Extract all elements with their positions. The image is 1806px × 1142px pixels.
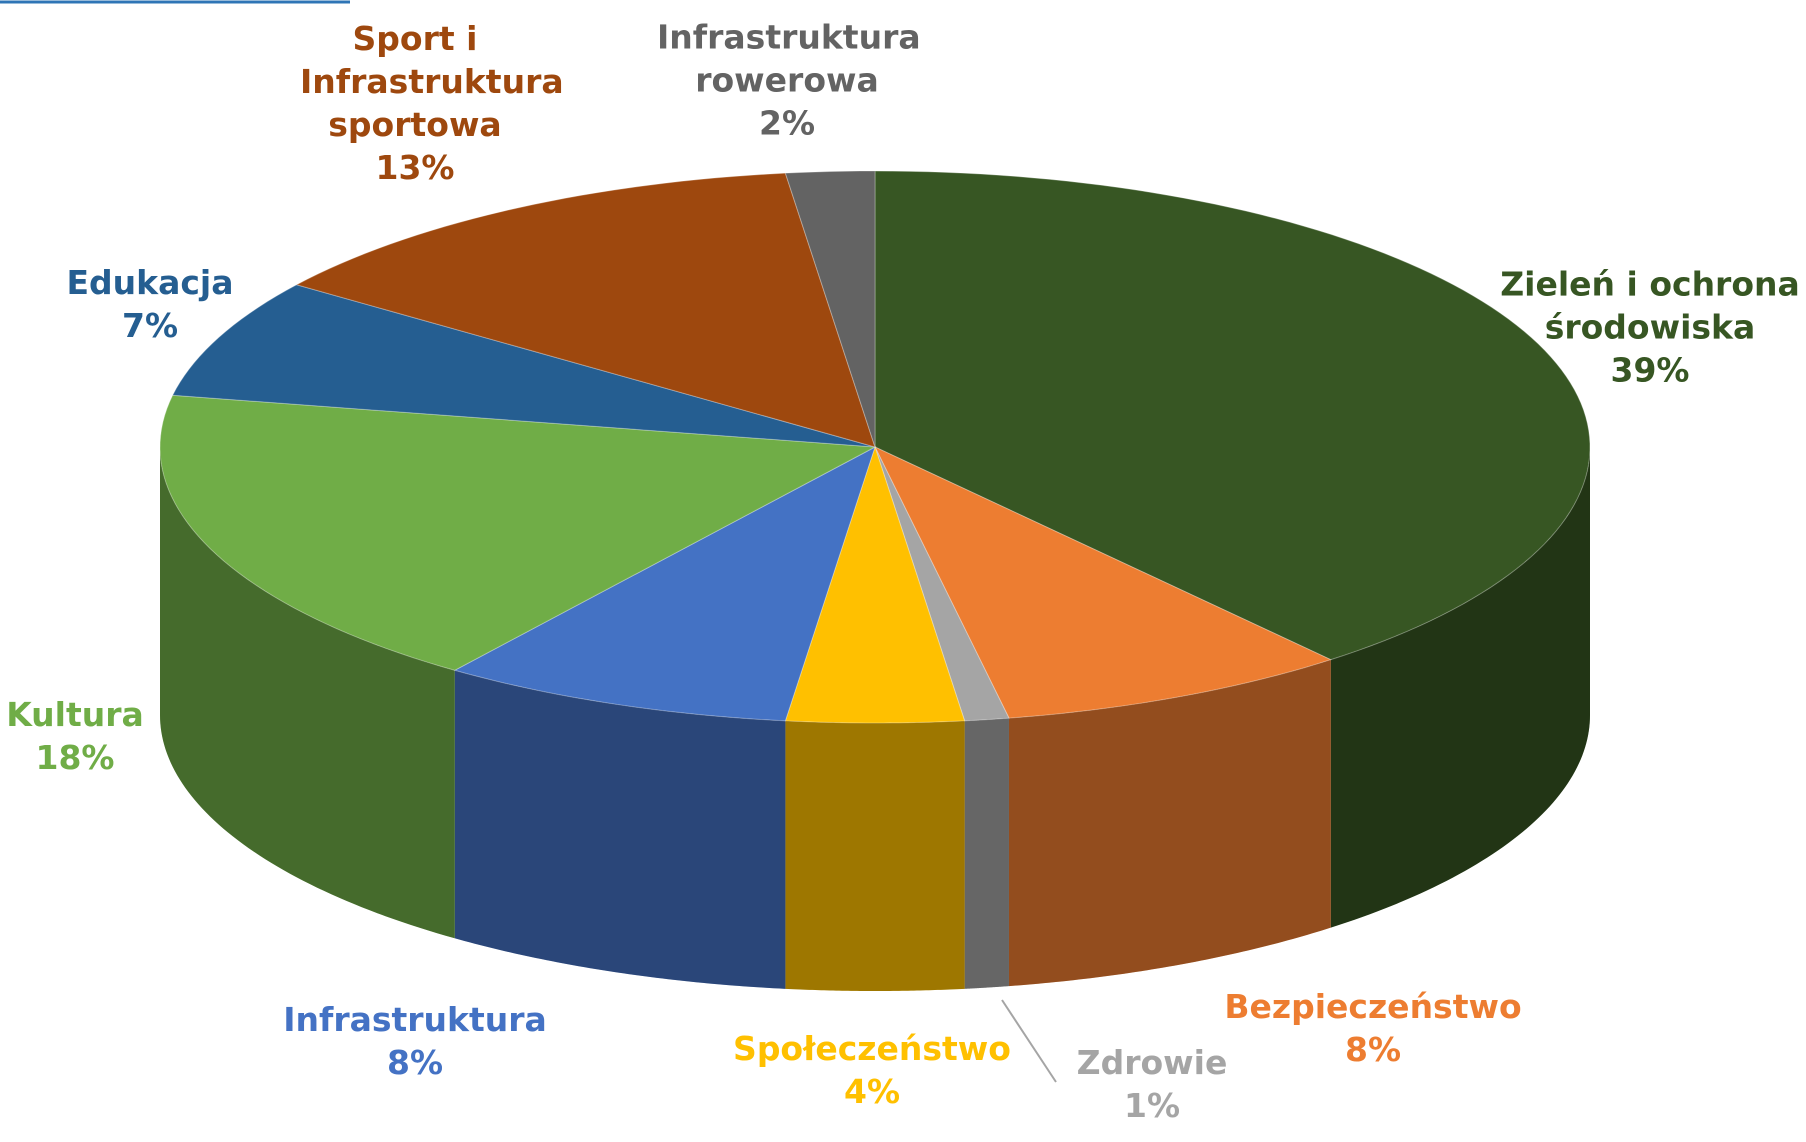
label-name: Zieleń i ochrona środowiska — [1500, 264, 1800, 347]
label-name: Infrastruktura rowerowa — [657, 17, 921, 100]
label-value: 1% — [1123, 1086, 1181, 1125]
slice — [784, 170, 876, 448]
slice — [784, 445, 966, 724]
slice — [874, 170, 1591, 661]
label-value: 8% — [1344, 1030, 1402, 1069]
slice-label: Infrastruktura 8% — [265, 999, 565, 1085]
slice — [159, 394, 877, 671]
label-value: 39% — [1610, 350, 1690, 390]
label-name: Sport i Infrastruktura sportowa — [300, 19, 564, 144]
slice-side-shade — [160, 447, 455, 939]
label-value: 8% — [386, 1043, 444, 1082]
slice-label: Edukacja 7% — [50, 262, 250, 348]
slice-side-shade — [964, 718, 1009, 989]
slice — [171, 284, 876, 448]
slice-label: Infrastruktura rowerowa 2% — [657, 17, 921, 146]
label-value: 7% — [121, 306, 179, 345]
slice — [874, 446, 1010, 722]
leader-line — [1001, 999, 1057, 1083]
slice-label: Sport i Infrastruktura sportowa 13% — [300, 18, 564, 190]
label-name: Infrastruktura — [283, 1000, 547, 1040]
slice — [295, 172, 876, 448]
slice-side — [160, 447, 455, 939]
label-name: Edukacja — [66, 263, 234, 303]
slice-side — [454, 670, 786, 989]
slice-side-shade — [785, 720, 965, 991]
pie — [159, 170, 1591, 991]
label-name: Kultura — [6, 695, 144, 735]
slice-label: Społeczeństwo 4% — [722, 1028, 1022, 1114]
slice-label: Kultura 18% — [0, 694, 150, 780]
slice-label: Bezpieczeństwo 8% — [1223, 986, 1523, 1072]
slice-side — [964, 718, 1009, 989]
slice — [453, 445, 876, 722]
label-name: Zdrowie — [1076, 1043, 1228, 1083]
slice-side — [1008, 659, 1331, 987]
label-value: 18% — [35, 738, 115, 777]
slice-side-shade — [1330, 447, 1590, 928]
label-name: Bezpieczeństwo — [1224, 987, 1522, 1027]
slice-side-shade — [454, 670, 786, 989]
slice-side-shade — [1008, 659, 1331, 987]
label-value: 13% — [375, 147, 455, 187]
slice-label: Zdrowie 1% — [1052, 1042, 1252, 1128]
label-value: 4% — [843, 1072, 901, 1111]
slice-side — [1330, 447, 1590, 928]
slice — [873, 445, 1333, 719]
slice-side — [785, 720, 965, 991]
label-value: 2% — [758, 103, 816, 143]
slice-label: Zieleń i ochrona środowiska 39% — [1500, 264, 1800, 393]
label-name: Społeczeństwo — [733, 1029, 1011, 1069]
